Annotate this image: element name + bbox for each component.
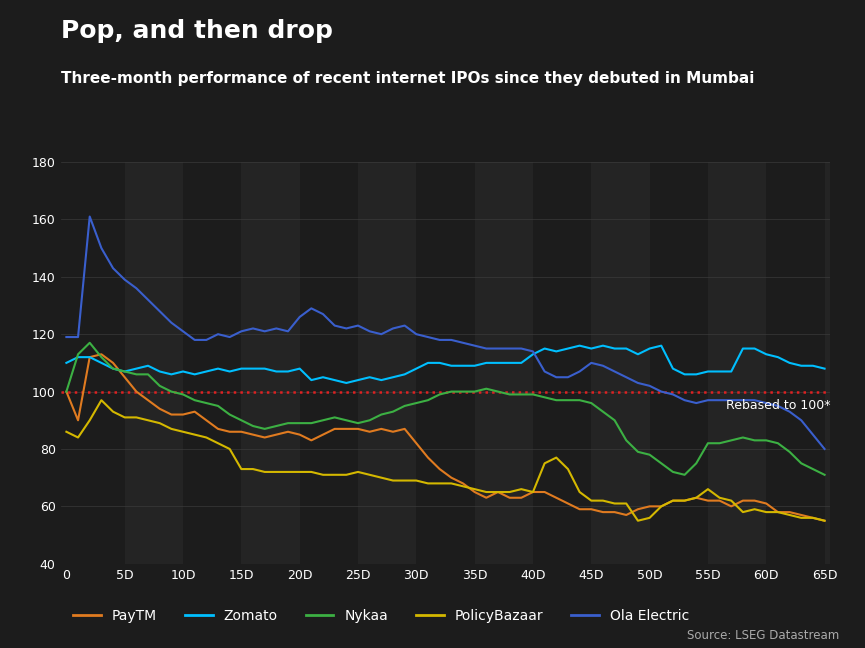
- Text: Three-month performance of recent internet IPOs since they debuted in Mumbai: Three-month performance of recent intern…: [61, 71, 754, 86]
- Bar: [358, 162, 416, 564]
- Bar: [416, 162, 475, 564]
- Legend: PayTM, Zomato, Nykaa, PolicyBazaar, Ola Electric: PayTM, Zomato, Nykaa, PolicyBazaar, Ola …: [67, 603, 695, 628]
- Bar: [592, 162, 650, 564]
- Bar: [824, 162, 865, 564]
- Bar: [766, 162, 824, 564]
- Bar: [67, 162, 125, 564]
- Bar: [708, 162, 766, 564]
- Bar: [125, 162, 183, 564]
- Text: Pop, and then drop: Pop, and then drop: [61, 19, 332, 43]
- Text: Rebased to 100*: Rebased to 100*: [726, 399, 830, 411]
- Bar: [183, 162, 241, 564]
- Text: Source: LSEG Datastream: Source: LSEG Datastream: [687, 629, 839, 642]
- Bar: [299, 162, 358, 564]
- Bar: [475, 162, 533, 564]
- Bar: [241, 162, 299, 564]
- Bar: [650, 162, 708, 564]
- Bar: [533, 162, 592, 564]
